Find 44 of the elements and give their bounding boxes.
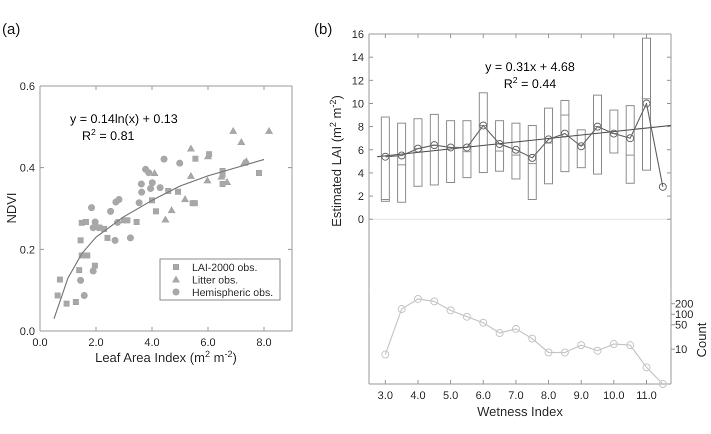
- annotation: y = 0.14ln(x) + 0.13: [70, 112, 178, 126]
- y-tick-label: 4: [358, 168, 364, 180]
- y-axis-title: NDVI: [4, 192, 19, 224]
- x-tick-label: 3.0: [378, 390, 393, 402]
- legend-label: LAI-2000 obs.: [192, 262, 258, 274]
- y2-axis-title: Count: [694, 322, 709, 358]
- x-tick-label: 8.0: [256, 337, 272, 349]
- x-tick-label: 4.0: [144, 337, 160, 349]
- x-tick-label: 10.0: [603, 390, 625, 402]
- x-tick-label: 4.0: [410, 390, 426, 402]
- y2-tick-label: 10: [675, 344, 688, 356]
- x-tick-label: 6.0: [476, 390, 491, 402]
- x-tick-label: 11.0: [636, 390, 657, 402]
- x-axis-title: Leaf Area Index (m$^{2}$ m$^{-2}$): [95, 349, 237, 365]
- x-tick-label: 0.0: [32, 337, 48, 349]
- y-tick-label: 6: [358, 144, 364, 157]
- y-tick-label: 0.0: [20, 326, 35, 338]
- chart-title: (b): [314, 21, 332, 38]
- annotation: R$^{2}$ = 0.81: [82, 127, 135, 143]
- annotation: R$^{2}$ = 0.44: [504, 75, 556, 91]
- y-tick-label: 0: [358, 214, 364, 226]
- x-axis-title: Wetness Index: [477, 404, 564, 419]
- y-tick-label: 12: [352, 75, 364, 88]
- y2-tick-label: 200: [675, 298, 694, 311]
- legend-label: Litter obs.: [192, 274, 238, 286]
- y-tick-label: 8: [358, 122, 364, 134]
- y-tick-label: 2: [358, 191, 364, 204]
- y-tick-label: 0.6: [20, 81, 35, 93]
- x-tick-label: 2.0: [88, 337, 104, 349]
- y-tick-label: 16: [352, 29, 364, 41]
- x-tick-label: 9.0: [574, 390, 589, 402]
- y-tick-label: 0.2: [20, 244, 35, 256]
- y2-tick-label: 50: [675, 320, 688, 332]
- x-tick-label: 5.0: [442, 390, 458, 402]
- chart-title: (a): [2, 21, 20, 38]
- x-tick-label: 7.0: [508, 390, 524, 402]
- x-tick-label: 6.0: [200, 337, 216, 349]
- annotation: y = 0.31x + 4.68: [485, 60, 575, 74]
- y-tick-label: 0.4: [20, 162, 35, 175]
- y-tick-label: 10: [352, 98, 364, 110]
- y-tick-label: 14: [352, 52, 364, 64]
- y2-tick-label: 100: [675, 309, 694, 322]
- legend-label: Hemispheric obs.: [192, 287, 274, 299]
- x-tick-label: 8.0: [540, 390, 556, 402]
